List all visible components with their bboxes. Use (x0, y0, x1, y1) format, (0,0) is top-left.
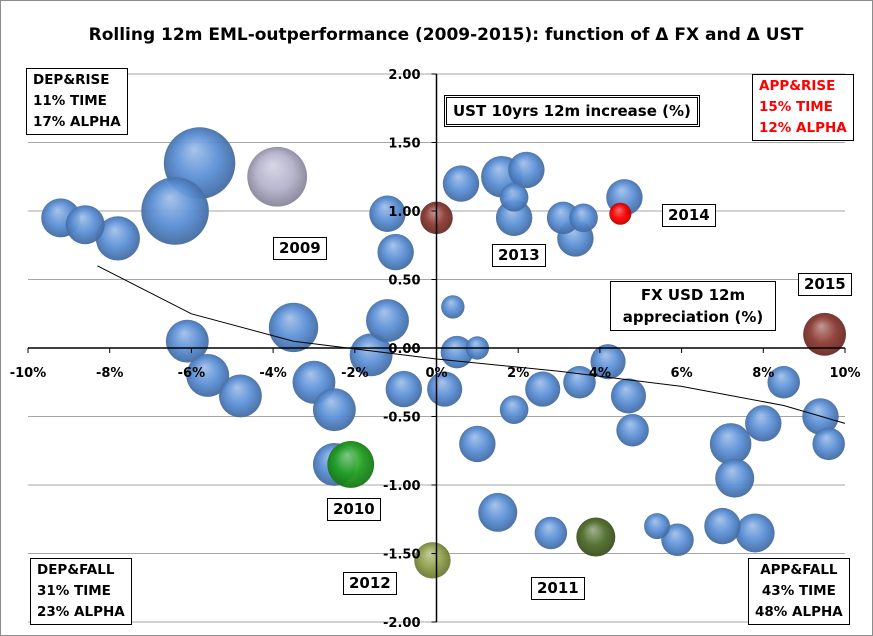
bubble-2009 (247, 146, 308, 207)
quadrant-name: APP&RISE (759, 78, 836, 94)
x-tick-label: 4% (589, 366, 611, 381)
axes (27, 73, 846, 623)
tick-labels: -10% -8% -6% -4% -2% 0% 2% 4% 6% 8% 10% 2.00 1.50 1.0… (10, 68, 861, 631)
bubble (499, 395, 529, 424)
y-tick-label: 1.50 (388, 137, 420, 152)
bubble (508, 151, 545, 189)
year-label-2009: 2009 (273, 237, 327, 260)
bubble-2015 (803, 312, 847, 356)
quadrant-name: DEP&RISE (33, 72, 110, 88)
bubble (385, 370, 423, 408)
quadrant-name: APP&FALL (760, 562, 838, 578)
quadrant-time: 31% TIME (37, 583, 111, 599)
x-tick-label: -2% (341, 366, 368, 381)
bubble (812, 427, 845, 461)
bubble (735, 513, 775, 553)
bubble (525, 371, 561, 407)
bubble-2012 (414, 542, 451, 579)
x-tick-label: 8% (752, 366, 774, 381)
bubble (546, 201, 580, 235)
bubble (715, 458, 755, 498)
bubble (745, 405, 782, 442)
quadrant-dep-rise: DEP&RISE 11% TIME 17% ALPHA (26, 68, 128, 135)
bubble (478, 492, 518, 532)
bubble (65, 205, 105, 245)
quadrant-alpha: 17% ALPHA (33, 114, 121, 130)
quadrant-name: DEP&FALL (37, 562, 115, 578)
bubble (569, 203, 598, 233)
bubble (534, 516, 568, 550)
chart-title: Rolling 12m EML-outperformance (2009-201… (89, 25, 804, 45)
bubble-2010 (327, 441, 375, 488)
bubble (704, 507, 741, 545)
bubble (644, 513, 671, 540)
bubble (349, 333, 393, 377)
y-tick-label: -1.00 (383, 479, 420, 494)
x-tick-label: -4% (259, 366, 286, 381)
bubble (499, 183, 529, 212)
bubble (165, 319, 209, 363)
bubble (369, 195, 406, 232)
bubbles (41, 127, 847, 579)
y-tick-label: 1.00 (388, 205, 420, 220)
bubble (709, 423, 752, 465)
bubble (563, 366, 596, 399)
y-tick-label: 2.00 (388, 68, 420, 83)
x-tick-label: 0% (425, 366, 447, 381)
bubble (312, 388, 356, 432)
year-label-2010: 2010 (327, 498, 381, 521)
y-tick-label: -0.50 (383, 411, 420, 426)
bubble (495, 199, 533, 237)
bubble (442, 165, 480, 202)
bubble (610, 378, 647, 414)
year-label-2013: 2013 (492, 244, 546, 267)
y-axis-title-text: UST 10yrs 12m increase (%) (453, 102, 691, 120)
year-label-2012: 2012 (343, 572, 397, 595)
bubble-2014 (609, 202, 632, 225)
quadrant-alpha: 12% ALPHA (759, 120, 847, 136)
x-tick-label: -8% (96, 366, 123, 381)
y-axis-title: UST 10yrs 12m increase (%) (444, 95, 700, 127)
trend-curves (97, 265, 846, 424)
y-tick-label: 0.50 (388, 274, 420, 289)
bubble (590, 344, 626, 380)
x-tick-label: -10% (10, 366, 47, 381)
bubble-2011 (576, 517, 616, 557)
bubble (186, 353, 230, 397)
bubble (767, 366, 800, 399)
year-label-2015: 2015 (798, 273, 852, 296)
x-tick-label: 10% (829, 366, 860, 381)
x-axis-title: FX USD 12m appreciation (%) (610, 281, 776, 331)
trend-curve (97, 265, 846, 424)
bubble (218, 374, 262, 418)
bubble (377, 233, 414, 271)
bubble (95, 216, 140, 261)
year-label-2014: 2014 (662, 204, 716, 227)
bubble (661, 523, 694, 557)
quadrant-time: 43% TIME (761, 583, 836, 599)
x-tick-label: -6% (178, 366, 205, 381)
quadrant-time: 11% TIME (33, 93, 107, 109)
y-tick-label: -2.00 (383, 616, 420, 631)
x-axis-title-text: FX USD 12m appreciation (%) (622, 286, 764, 326)
quadrant-time: 15% TIME (759, 99, 833, 115)
y-tick-label: -1.50 (383, 548, 420, 563)
bubble (366, 299, 409, 343)
quadrant-app-fall: APP&FALL 43% TIME 48% ALPHA (748, 558, 850, 625)
year-label-2011: 2011 (531, 577, 585, 600)
quadrant-alpha: 23% ALPHA (37, 604, 125, 620)
bubble (141, 177, 209, 245)
x-tick-label: 2% (507, 366, 529, 381)
bubble (616, 413, 649, 447)
bubble (268, 302, 319, 353)
quadrant-app-rise: APP&RISE 15% TIME 12% ALPHA (752, 74, 854, 141)
x-tick-label: 6% (671, 366, 693, 381)
bubble (441, 295, 465, 319)
quadrant-alpha: 48% ALPHA (755, 604, 843, 620)
y-tick-label: 0.00 (388, 342, 420, 357)
bubble (459, 425, 496, 463)
quadrant-dep-fall: DEP&FALL 31% TIME 23% ALPHA (30, 558, 132, 625)
